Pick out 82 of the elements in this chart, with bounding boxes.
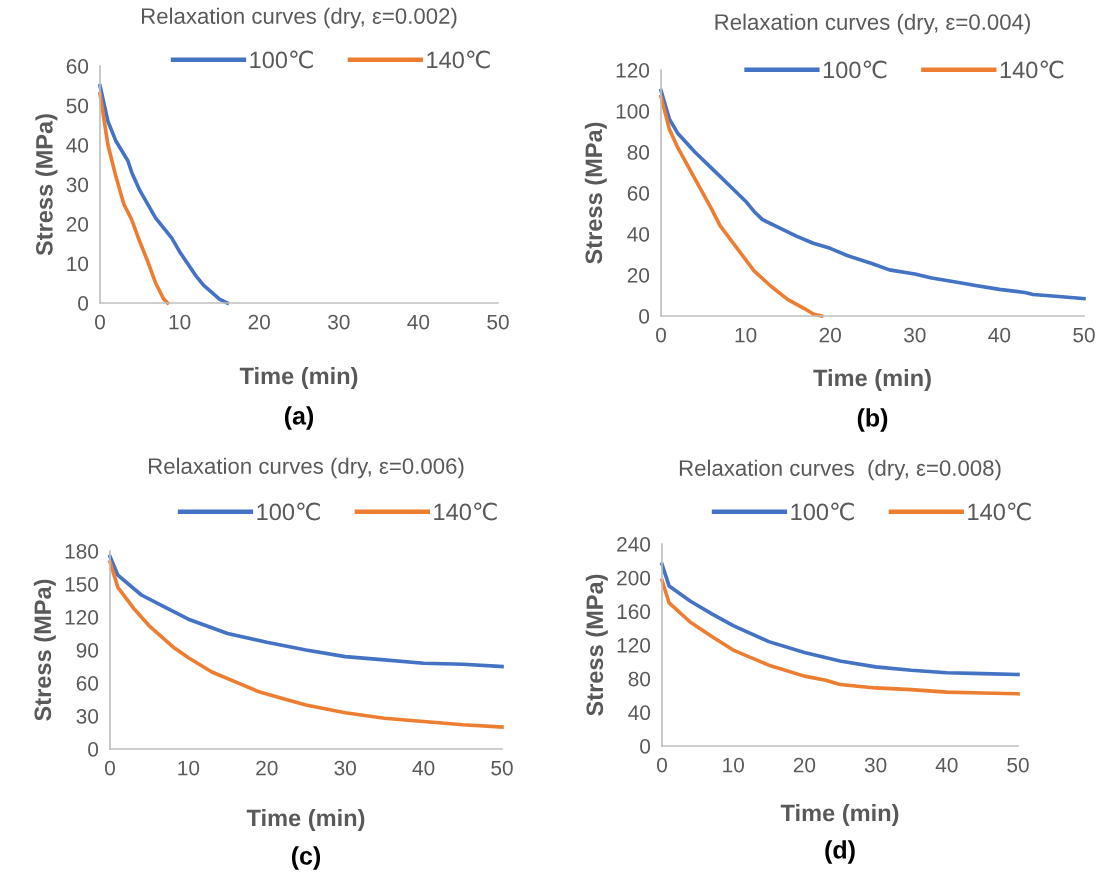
legend-label: 100℃ [823, 60, 887, 79]
line-series [660, 562, 1020, 677]
x-tick-label: 0 [656, 327, 666, 343]
x-tick-label: 50 [487, 314, 509, 330]
y-axis-title: Stress (MPa) [35, 114, 58, 256]
y-axis-title: Stress (MPa) [584, 122, 607, 264]
y-tick-label: 80 [628, 671, 651, 687]
legend-label: 140℃ [427, 50, 490, 69]
x-tick-label: 30 [904, 327, 926, 343]
x-axis-title: Time (min) [246, 808, 365, 832]
x-tick-label: 0 [105, 760, 115, 776]
x-tick-label: 20 [819, 327, 841, 343]
chart-title: Relaxation curves (dry, ε=0.006) [148, 457, 464, 479]
x-axis-title: Time (min) [813, 368, 931, 391]
y-tick-label: 0 [88, 742, 99, 757]
y-tick-label: 240 [617, 537, 651, 552]
x-tick-label: 20 [248, 314, 270, 330]
chart-title: Relaxation curves (dry, ε=0.004) [715, 13, 1030, 35]
y-tick-label: 60 [627, 186, 650, 201]
line-series [108, 560, 504, 729]
x-tick-label: 0 [657, 757, 667, 773]
x-axis-title: Time (min) [239, 366, 358, 389]
y-tick-label: 180 [65, 544, 99, 559]
line-series [659, 94, 824, 318]
y-tick-label: 120 [616, 63, 650, 78]
x-tick-label: 10 [723, 757, 744, 773]
y-tick-label: 30 [76, 709, 99, 724]
legend-label: 100℃ [250, 50, 313, 69]
y-tick-label: 150 [65, 577, 99, 592]
y-axis-title: Stress (MPa) [33, 579, 56, 721]
y-tick-label: 60 [76, 676, 99, 691]
text: (b) [857, 408, 888, 432]
y-tick-label: 80 [627, 145, 650, 160]
y-tick-label: 10 [67, 256, 89, 272]
x-tick-label: 20 [256, 760, 278, 776]
x-tick-label: 40 [407, 314, 430, 330]
x-axis-title: Time (min) [780, 803, 899, 827]
legend-label: 140℃ [968, 502, 1031, 521]
line-series [660, 578, 1020, 696]
x-tick-label: 50 [491, 760, 513, 776]
x-tick-label: 40 [412, 760, 435, 776]
x-tick-label: 10 [178, 760, 200, 776]
y-tick-label: 60 [66, 59, 89, 74]
y-tick-label: 0 [78, 296, 89, 311]
y-tick-label: 40 [628, 705, 651, 721]
y-tick-label: 40 [66, 138, 89, 153]
y-tick-label: 100 [616, 104, 650, 119]
x-tick-label: 30 [864, 757, 887, 773]
legend-label: 140℃ [1000, 60, 1064, 79]
line-series [98, 91, 170, 305]
y-tick-label: 40 [627, 227, 650, 242]
legend-label: 100℃ [791, 502, 854, 521]
y-tick-label: 30 [66, 177, 89, 193]
y-tick-label: 50 [66, 98, 89, 114]
y-tick-label: 160 [617, 604, 651, 620]
x-tick-label: 20 [793, 757, 816, 773]
x-tick-label: 30 [334, 760, 356, 776]
y-tick-label: 120 [65, 610, 99, 625]
chart-title: Relaxation curves (dry, ε=0.002) [141, 7, 457, 29]
line-series [659, 88, 1086, 301]
legend-label: 100℃ [257, 502, 320, 521]
x-tick-label: 50 [1007, 757, 1029, 773]
x-tick-label: 10 [169, 314, 191, 330]
y-tick-label: 20 [627, 268, 650, 283]
legend-label: 140℃ [434, 502, 497, 521]
x-tick-label: 40 [988, 327, 1011, 343]
y-tick-label: 0 [640, 739, 651, 754]
chart-title: Relaxation curves (dry, ε=0.008) [679, 459, 1001, 481]
text: (a) [284, 406, 314, 430]
x-tick-label: 30 [328, 314, 350, 330]
y-axis-title: Stress (MPa) [585, 574, 608, 716]
x-tick-label: 40 [935, 757, 958, 773]
text: (d) [825, 840, 855, 864]
y-tick-label: 90 [76, 643, 99, 658]
line-series [108, 554, 504, 669]
y-tick-label: 200 [617, 570, 651, 586]
text: (c) [291, 846, 321, 870]
line-series [98, 83, 230, 305]
x-tick-label: 10 [735, 327, 757, 343]
y-tick-label: 120 [617, 638, 651, 653]
y-tick-label: 20 [66, 217, 89, 232]
x-tick-label: 50 [1073, 327, 1095, 343]
